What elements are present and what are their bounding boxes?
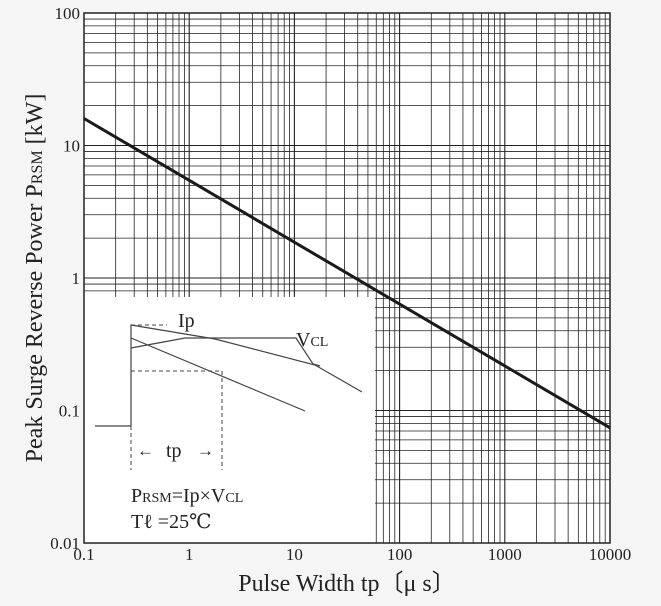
tp-label: tp — [166, 440, 182, 462]
tp-dashed-line — [131, 370, 223, 470]
series-layer — [83, 117, 611, 430]
x-axis-label: Pulse Width tp〔μ s〕 — [238, 571, 455, 597]
power-formula: PRSM=Ip×VCL — [131, 485, 243, 507]
x-tick-label: 10 — [286, 545, 303, 564]
vcl-label: VCL — [296, 329, 328, 351]
voltage-waveform — [95, 324, 363, 427]
x-tick-label: 1 — [185, 545, 194, 564]
plot-frame — [83, 12, 611, 544]
x-tick-label: 1000 — [488, 545, 522, 564]
x-tick-label: 100 — [387, 545, 413, 564]
y-axis-label: Peak Surge Reverse Power PRSM [kW] — [22, 94, 48, 463]
y-tick-label: 1 — [72, 269, 81, 288]
inset-background — [84, 297, 375, 543]
y-tick-label: 10 — [63, 137, 80, 156]
y-tick-label: 100 — [55, 4, 81, 23]
x-tick-label: 0.1 — [73, 545, 94, 564]
current-waveform — [130, 337, 306, 412]
y-tick-label: 0.01 — [50, 534, 80, 553]
left-arrow-icon: ← — [137, 441, 154, 460]
y-tick-labels: 0.01 0.1 1 10 100 — [50, 4, 80, 553]
temperature-label: Tℓ =25℃ — [131, 511, 211, 533]
pulse-waveform-inset: Ip VCL ← tp → PRSM=Ip×VCL Tℓ =25℃ — [84, 297, 375, 543]
series-line — [83, 117, 611, 430]
y-tick-label: 0.1 — [59, 402, 80, 421]
ip-label: Ip — [178, 310, 195, 332]
x-tick-labels: 0.1 1 10 100 1000 10000 — [73, 545, 631, 564]
right-arrow-icon: → — [197, 441, 214, 460]
x-tick-label: 10000 — [589, 545, 632, 564]
